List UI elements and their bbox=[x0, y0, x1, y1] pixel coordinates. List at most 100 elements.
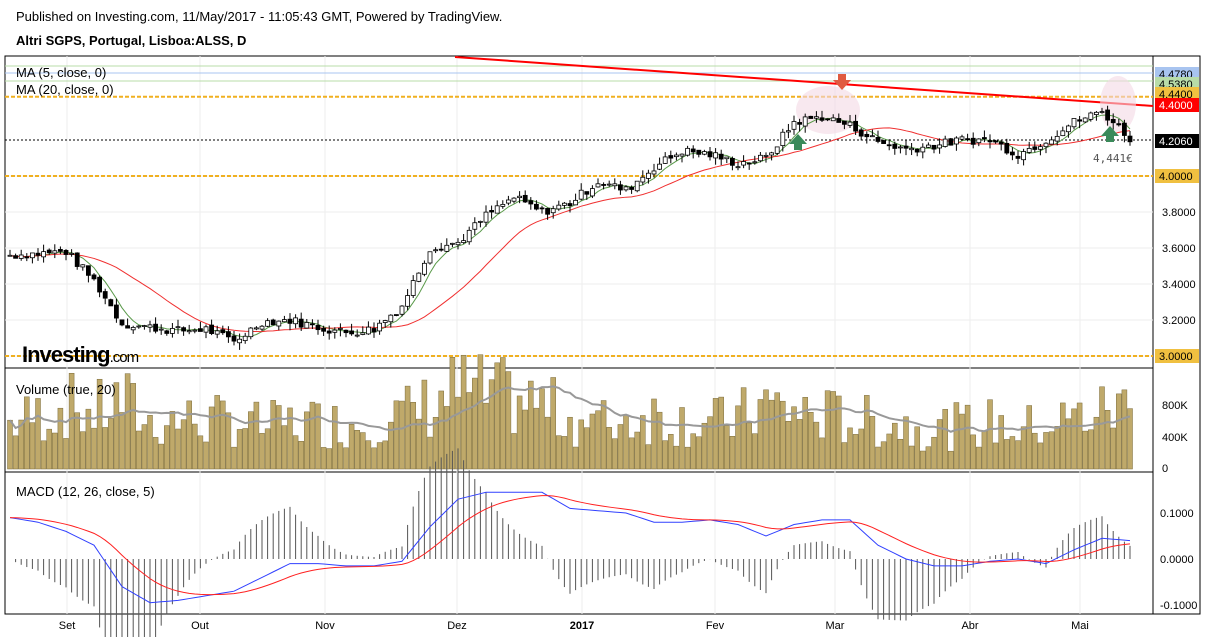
volume-bar bbox=[819, 437, 825, 470]
volume-bar bbox=[124, 373, 131, 470]
volume-bar bbox=[841, 442, 848, 470]
volume-bar bbox=[85, 408, 92, 470]
macd-panel bbox=[4, 471, 1154, 615]
candle-body bbox=[315, 325, 321, 331]
candle-body bbox=[668, 155, 674, 159]
volume-bar bbox=[393, 400, 400, 470]
volume-bar bbox=[1026, 405, 1032, 470]
volume-bar bbox=[326, 448, 332, 470]
candle-body bbox=[959, 136, 965, 140]
candle-body bbox=[545, 208, 550, 215]
published-line: Published on Investing.com, 11/May/2017 … bbox=[16, 9, 503, 24]
candle-body bbox=[1021, 151, 1026, 161]
volume-bar bbox=[892, 422, 898, 470]
candle-body bbox=[197, 328, 203, 332]
candle-body bbox=[1088, 112, 1094, 120]
candle-body bbox=[237, 338, 243, 344]
candle-body bbox=[875, 137, 881, 142]
volume-bar bbox=[432, 417, 439, 470]
legend-ma20: MA (20, close, 0) bbox=[16, 82, 114, 97]
candle-body bbox=[1094, 111, 1099, 115]
candle-body bbox=[203, 326, 209, 333]
volume-bar bbox=[264, 428, 271, 470]
candle-body bbox=[1127, 135, 1133, 143]
candle-body bbox=[337, 328, 343, 330]
volume-bar bbox=[824, 390, 831, 470]
volume-bar bbox=[80, 431, 86, 470]
volume-bar bbox=[466, 392, 472, 470]
candle-body bbox=[125, 325, 130, 329]
volume-bar bbox=[612, 438, 618, 470]
sell-arrow-icon bbox=[833, 74, 851, 90]
x-tick-label: 2017 bbox=[570, 620, 594, 632]
volume-bar bbox=[936, 419, 943, 470]
candle-body bbox=[976, 138, 982, 144]
volume-bar bbox=[7, 419, 13, 470]
volume-bar bbox=[802, 397, 808, 470]
candle-body bbox=[802, 116, 808, 127]
macd-title: MACD (12, 26, close, 5) bbox=[16, 484, 155, 499]
volume-bar bbox=[1009, 436, 1016, 470]
candle-body bbox=[898, 146, 903, 149]
volume-bar bbox=[1082, 430, 1088, 470]
candle-body bbox=[483, 211, 489, 223]
volume-bar bbox=[40, 440, 47, 470]
candle-body bbox=[1060, 130, 1066, 137]
volume-bar bbox=[662, 440, 668, 470]
volume-bar bbox=[298, 441, 304, 470]
candle-body bbox=[466, 229, 472, 243]
candle-body bbox=[242, 335, 248, 342]
volume-bar bbox=[500, 357, 506, 470]
volume-bar bbox=[276, 405, 282, 470]
volume-bar bbox=[852, 434, 859, 470]
price-tick-label: 3.8000 bbox=[1162, 207, 1196, 219]
candle-body bbox=[522, 194, 528, 203]
candle-body bbox=[1015, 155, 1021, 159]
volume-bar bbox=[438, 390, 444, 470]
candle-body bbox=[685, 147, 690, 156]
candle-body bbox=[433, 249, 439, 252]
volume-bar bbox=[578, 419, 584, 470]
candle-body bbox=[449, 242, 455, 245]
volume-bar bbox=[74, 412, 80, 470]
candle-body bbox=[427, 251, 433, 264]
candle-body bbox=[550, 208, 556, 214]
volume-bar bbox=[63, 438, 69, 470]
volume-bar bbox=[270, 400, 276, 470]
volume-bar bbox=[987, 399, 993, 470]
volume-bar bbox=[29, 422, 36, 470]
volume-bar bbox=[718, 396, 724, 470]
candle-body bbox=[405, 295, 411, 307]
volume-bar bbox=[147, 415, 153, 470]
candle-body bbox=[713, 152, 718, 159]
candle-body bbox=[102, 291, 108, 299]
candle-body bbox=[181, 327, 187, 332]
candle-body bbox=[13, 255, 19, 259]
volume-bar bbox=[483, 402, 489, 470]
volume-bar bbox=[836, 395, 842, 470]
volume-bar bbox=[656, 411, 663, 470]
candle-body bbox=[998, 141, 1004, 145]
volume-bar bbox=[763, 389, 769, 470]
volume-bar bbox=[791, 406, 797, 470]
volume-bar bbox=[416, 418, 422, 470]
price-label-bg bbox=[1155, 349, 1199, 363]
candle-body bbox=[293, 317, 299, 325]
candle-body bbox=[69, 253, 74, 255]
candle-body bbox=[371, 328, 377, 333]
x-tick-label: Abr bbox=[961, 620, 978, 632]
candle-body bbox=[970, 137, 976, 145]
candle-body bbox=[309, 323, 315, 326]
volume-bar bbox=[472, 377, 478, 470]
candle-body bbox=[416, 272, 422, 282]
candle-body bbox=[192, 329, 198, 332]
candle-body bbox=[304, 322, 310, 329]
candle-body bbox=[982, 137, 987, 140]
candle-body bbox=[97, 276, 102, 293]
volume-bar bbox=[1032, 432, 1038, 470]
volume-bar bbox=[847, 427, 853, 470]
candle-body bbox=[931, 144, 937, 150]
candle-body bbox=[1099, 111, 1105, 113]
